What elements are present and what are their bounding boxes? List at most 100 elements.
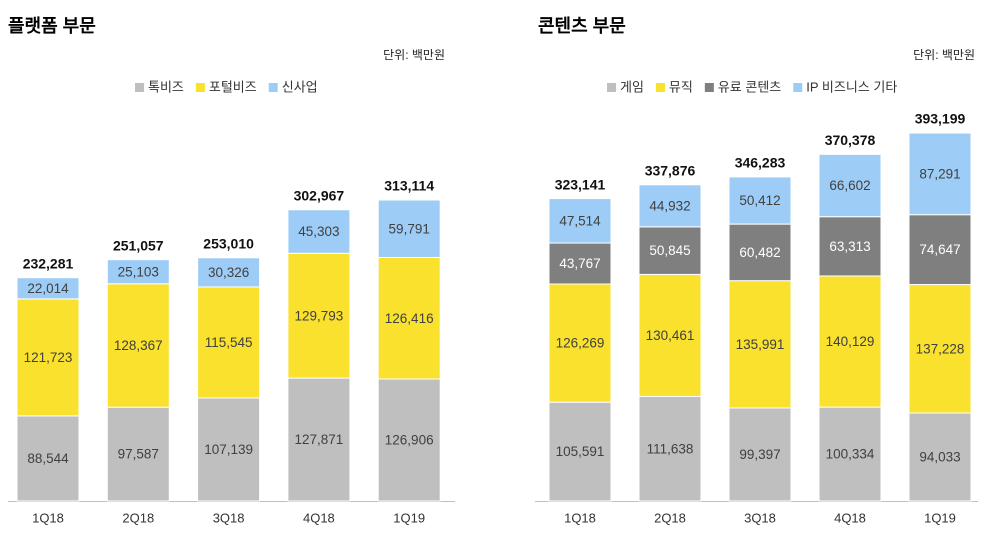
bar-segment [197, 257, 261, 288]
data-label: 128,367 [114, 338, 163, 353]
bar-segment [728, 407, 792, 502]
bar-segment [728, 280, 792, 409]
data-label: 105,591 [556, 444, 605, 459]
total-label: 253,010 [203, 235, 254, 251]
legend-label: 뮤직 [669, 79, 693, 94]
data-label: 127,871 [294, 432, 343, 447]
bar-segment [818, 275, 882, 408]
data-label: 87,291 [919, 166, 960, 181]
bar-segment [908, 284, 972, 414]
data-label: 47,514 [559, 213, 601, 228]
legend-label: 게임 [620, 79, 644, 94]
bar-segment [908, 132, 972, 216]
bar-segment [377, 199, 441, 258]
data-label: 140,129 [826, 334, 875, 349]
x-tick-label: 1Q19 [393, 510, 425, 525]
data-label: 115,545 [205, 335, 253, 350]
legend-label: IP 비즈니스 기타 [806, 79, 897, 94]
bar-segment [728, 223, 792, 282]
bar-segment [548, 401, 612, 502]
x-tick-label: 1Q19 [924, 510, 956, 525]
x-tick-label: 1Q18 [32, 510, 64, 525]
bar-segment [106, 259, 170, 285]
bar-segment [548, 198, 612, 244]
x-tick-label: 2Q18 [122, 510, 154, 525]
x-tick-label: 3Q18 [744, 510, 776, 525]
bar-segment [818, 153, 882, 218]
total-label: 313,114 [384, 178, 434, 194]
data-label: 22,014 [27, 281, 69, 296]
legend-swatch [135, 83, 144, 92]
data-label: 111,638 [647, 441, 694, 456]
data-label: 50,412 [739, 193, 780, 208]
bar-segment [287, 209, 351, 254]
x-tick-label: 3Q18 [213, 510, 245, 525]
data-label: 45,303 [298, 224, 339, 239]
data-label: 121,723 [24, 350, 73, 365]
bar-segment [106, 283, 170, 408]
bar-segment [287, 377, 351, 502]
data-label: 126,269 [556, 336, 605, 351]
x-tick-label: 2Q18 [654, 510, 686, 525]
data-label: 44,932 [649, 198, 690, 213]
total-label: 337,876 [645, 162, 696, 178]
bar-segment [638, 226, 702, 275]
data-label: 130,461 [646, 328, 695, 343]
legend-swatch [655, 83, 665, 92]
bar-segment [106, 406, 170, 502]
total-label: 302,967 [294, 187, 345, 203]
unit-label: 단위: 백만원 [913, 48, 975, 62]
total-label: 393,199 [915, 111, 966, 127]
chart-title: 플랫폼 부문 [8, 16, 96, 36]
bar-segment [377, 378, 441, 502]
legend-label: 유료 콘텐츠 [718, 79, 781, 94]
data-label: 94,033 [919, 450, 960, 465]
bar-segment [908, 214, 972, 286]
bar-segment [818, 406, 882, 502]
data-label: 97,587 [118, 447, 159, 462]
bar-segment [197, 397, 261, 502]
legend-label: 신사업 [282, 79, 318, 94]
bar-segment [16, 277, 80, 300]
total-label: 251,057 [113, 237, 164, 253]
x-tick-label: 4Q18 [303, 510, 335, 525]
data-label: 25,103 [118, 264, 159, 279]
data-label: 100,334 [826, 447, 875, 462]
bar-segment [728, 176, 792, 225]
bar-segment [548, 283, 612, 403]
bar-segment [638, 396, 702, 502]
data-label: 129,793 [294, 308, 343, 323]
legend-swatch [704, 83, 714, 92]
bar-segment [548, 242, 612, 285]
bar-segment [197, 286, 261, 399]
data-label: 66,602 [829, 178, 870, 193]
data-label: 137,228 [916, 341, 965, 356]
bar-segment [16, 415, 80, 502]
data-label: 60,482 [739, 245, 780, 260]
bar-segment [638, 273, 702, 398]
data-label: 63,313 [829, 239, 870, 254]
data-label: 126,416 [385, 311, 434, 326]
bar-segment [16, 298, 80, 417]
legend-label: 포털비즈 [209, 79, 257, 94]
bar-segment [638, 184, 702, 228]
bar-segment [377, 256, 441, 380]
data-label: 59,791 [389, 221, 430, 236]
data-label: 74,647 [919, 242, 960, 257]
total-label: 232,281 [23, 255, 74, 271]
legend-swatch [195, 83, 205, 92]
unit-label: 단위: 백만원 [383, 48, 445, 62]
legend-swatch [793, 83, 803, 92]
data-label: 50,845 [649, 243, 690, 258]
data-label: 43,767 [559, 256, 600, 271]
total-label: 346,283 [735, 155, 786, 171]
legend-swatch [268, 83, 278, 92]
data-label: 30,326 [208, 265, 249, 280]
x-tick-label: 1Q18 [564, 510, 596, 525]
total-label: 323,141 [555, 176, 606, 192]
data-label: 99,397 [739, 447, 780, 462]
data-label: 88,544 [27, 451, 69, 466]
data-label: 107,139 [204, 442, 253, 457]
bar-segment [908, 412, 972, 502]
